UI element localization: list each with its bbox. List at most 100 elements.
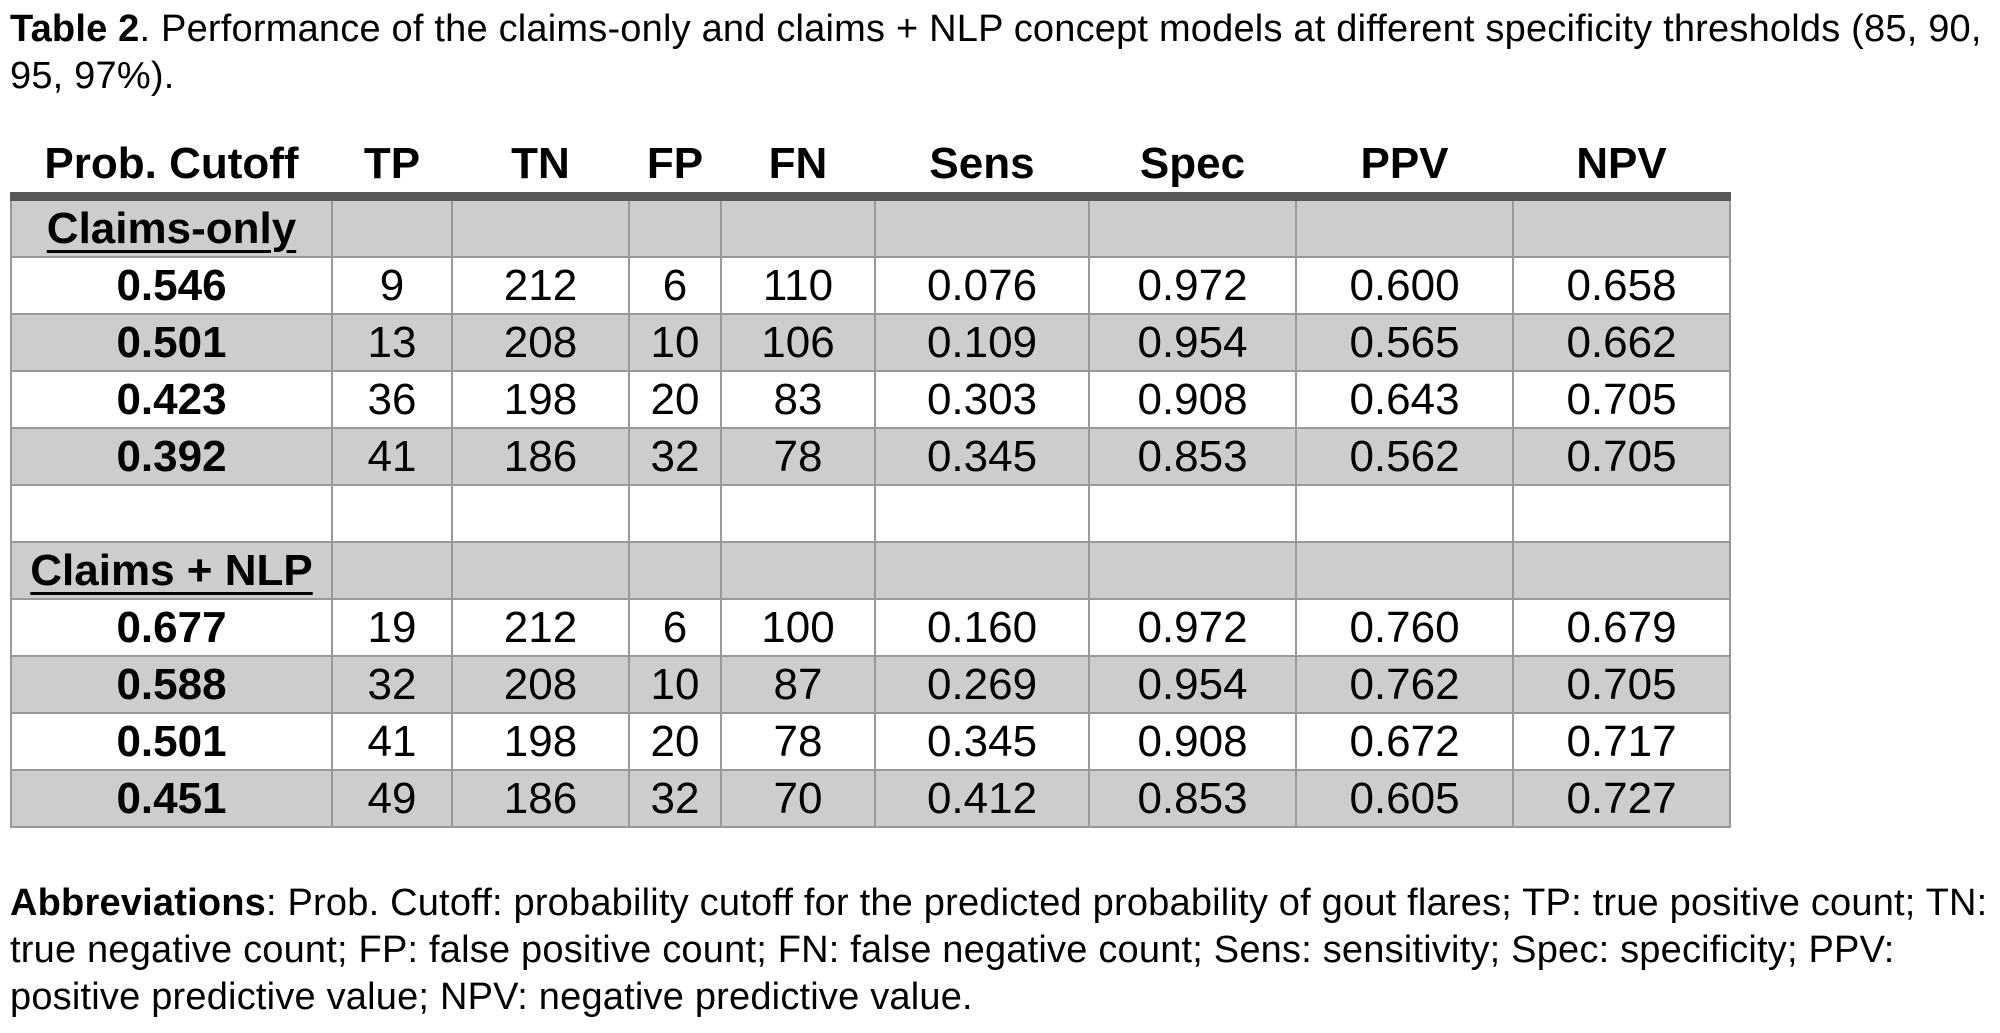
value-cell: 0.908: [1088, 370, 1297, 429]
value-cell: 0.727: [1512, 769, 1731, 828]
value-cell: 186: [451, 427, 630, 486]
prob-cutoff-cell: 0.451: [10, 769, 333, 828]
value-cell: 13: [331, 313, 453, 372]
prob-cutoff-cell: 0.501: [10, 313, 333, 372]
empty-cell: [1512, 484, 1731, 543]
empty-cell: [628, 192, 722, 258]
column-header-sens: Sens: [875, 136, 1089, 197]
empty-cell: [1088, 484, 1297, 543]
value-cell: 0.658: [1512, 256, 1731, 315]
prob-cutoff-cell: 0.423: [10, 370, 333, 429]
value-cell: 106: [720, 313, 876, 372]
value-cell: 6: [628, 598, 722, 657]
value-cell: 10: [628, 313, 722, 372]
empty-cell: [10, 484, 333, 543]
value-cell: 83: [720, 370, 876, 429]
value-cell: 0.605: [1295, 769, 1514, 828]
data-row: 0.588 32 208 10 87 0.269 0.954 0.762 0.705: [10, 655, 1731, 714]
value-cell: 0.705: [1512, 370, 1731, 429]
value-cell: 0.303: [874, 370, 1090, 429]
empty-cell: [331, 192, 453, 258]
empty-cell: [720, 192, 876, 258]
value-cell: 9: [331, 256, 453, 315]
column-header-spec: Spec: [1089, 136, 1296, 197]
value-cell: 0.679: [1512, 598, 1731, 657]
value-cell: 32: [331, 655, 453, 714]
empty-cell: [874, 541, 1090, 600]
value-cell: 0.853: [1088, 427, 1297, 486]
value-cell: 0.345: [874, 712, 1090, 771]
empty-cell: [1088, 192, 1297, 258]
table-body: Claims-only 0.546 9 212 6 110 0.076 0.972 0.600 0…: [10, 192, 1731, 828]
value-cell: 0.762: [1295, 655, 1514, 714]
empty-cell: [451, 541, 630, 600]
value-cell: 0.705: [1512, 427, 1731, 486]
abbreviations-text: : Prob. Cutoff: probability cutoff for t…: [10, 882, 1988, 1018]
prob-cutoff-cell: 0.501: [10, 712, 333, 771]
value-cell: 41: [331, 712, 453, 771]
empty-cell: [720, 484, 876, 543]
value-cell: 78: [720, 712, 876, 771]
empty-cell: [1512, 192, 1731, 258]
empty-cell: [1295, 192, 1514, 258]
value-cell: 0.662: [1512, 313, 1731, 372]
value-cell: 49: [331, 769, 453, 828]
value-cell: 0.853: [1088, 769, 1297, 828]
value-cell: 32: [628, 769, 722, 828]
value-cell: 0.600: [1295, 256, 1514, 315]
value-cell: 70: [720, 769, 876, 828]
empty-cell: [1295, 541, 1514, 600]
column-header-npv: NPV: [1513, 136, 1730, 197]
value-cell: 87: [720, 655, 876, 714]
empty-cell: [451, 484, 630, 543]
empty-cell: [628, 541, 722, 600]
value-cell: 0.269: [874, 655, 1090, 714]
empty-cell: [1088, 541, 1297, 600]
value-cell: 0.760: [1295, 598, 1514, 657]
value-cell: 0.954: [1088, 313, 1297, 372]
data-row: 0.501 13 208 10 106 0.109 0.954 0.565 0.662: [10, 313, 1731, 372]
data-row: 0.546 9 212 6 110 0.076 0.972 0.600 0.658: [10, 256, 1731, 315]
value-cell: 0.109: [874, 313, 1090, 372]
value-cell: 41: [331, 427, 453, 486]
section-row: Claims-only: [10, 192, 1731, 258]
empty-cell: [874, 192, 1090, 258]
value-cell: 212: [451, 256, 630, 315]
prob-cutoff-cell: 0.588: [10, 655, 333, 714]
value-cell: 10: [628, 655, 722, 714]
empty-cell: [331, 541, 453, 600]
value-cell: 0.954: [1088, 655, 1297, 714]
column-header-tn: TN: [452, 136, 629, 197]
value-cell: 0.412: [874, 769, 1090, 828]
value-cell: 212: [451, 598, 630, 657]
abbreviations-label: Abbreviations: [10, 882, 266, 924]
value-cell: 6: [628, 256, 722, 315]
section-label-cell: Claims + NLP: [10, 541, 333, 600]
value-cell: 0.160: [874, 598, 1090, 657]
value-cell: 0.076: [874, 256, 1090, 315]
data-row: 0.423 36 198 20 83 0.303 0.908 0.643 0.705: [10, 370, 1731, 429]
value-cell: 0.908: [1088, 712, 1297, 771]
value-cell: 19: [331, 598, 453, 657]
value-cell: 100: [720, 598, 876, 657]
abbreviations-note: Abbreviations: Prob. Cutoff: probability…: [10, 880, 1990, 1021]
value-cell: 0.972: [1088, 598, 1297, 657]
prob-cutoff-cell: 0.546: [10, 256, 333, 315]
data-row: 0.451 49 186 32 70 0.412 0.853 0.605 0.727: [10, 769, 1731, 828]
empty-cell: [331, 484, 453, 543]
empty-cell: [451, 192, 630, 258]
value-cell: 78: [720, 427, 876, 486]
table-number-label: Table 2: [10, 8, 140, 50]
section-label: Claims-only: [46, 203, 297, 253]
prob-cutoff-cell: 0.677: [10, 598, 333, 657]
value-cell: 0.643: [1295, 370, 1514, 429]
value-cell: 32: [628, 427, 722, 486]
spacer-row: [10, 484, 1731, 543]
column-header-ppv: PPV: [1296, 136, 1513, 197]
value-cell: 198: [451, 370, 630, 429]
column-header-fn: FN: [721, 136, 875, 197]
value-cell: 208: [451, 313, 630, 372]
column-header-fp: FP: [629, 136, 721, 197]
value-cell: 0.717: [1512, 712, 1731, 771]
section-row: Claims + NLP: [10, 541, 1731, 600]
